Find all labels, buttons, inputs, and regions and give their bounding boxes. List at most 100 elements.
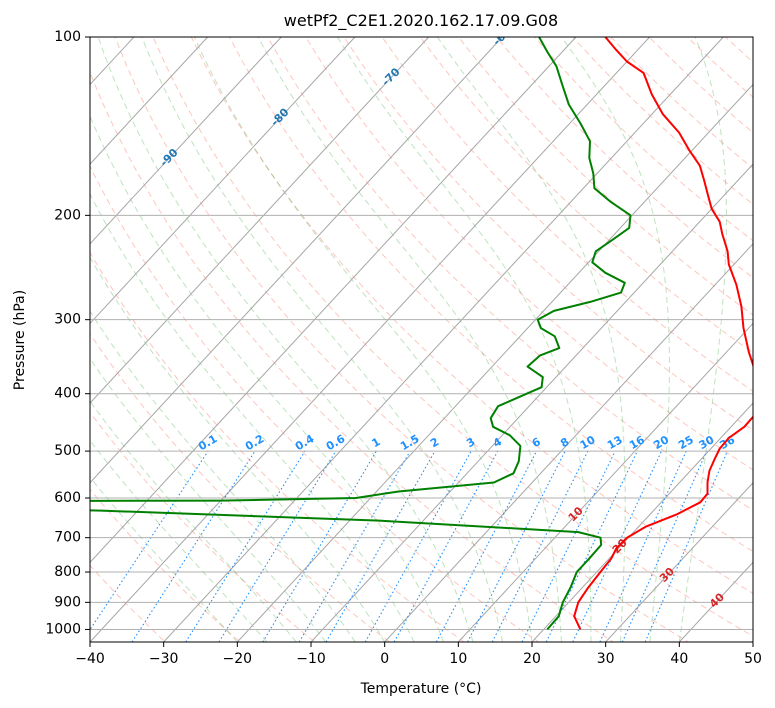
moist-adiabat-line (678, 37, 727, 642)
y-tick-label: 500 (54, 443, 81, 459)
mixing-ratio-label: 1 (370, 435, 383, 450)
dry-adiabat-line (458, 37, 753, 316)
isotherm-line (90, 37, 577, 564)
moist-adiabat-line (90, 357, 327, 642)
mixing-ratio-label: 10 (578, 433, 598, 452)
mixing-ratio-line (298, 450, 411, 642)
mixing-ratio-label: 0.2 (243, 432, 266, 453)
dry-adiabat-line (381, 37, 753, 392)
mixing-ratio-label: 2 (428, 435, 441, 450)
isotherm-line (90, 37, 282, 245)
dry-adiabat-line (534, 37, 753, 242)
mixing-ratio-line (521, 450, 616, 642)
moist-adiabat-line (90, 439, 268, 642)
mixing-ratio-line (364, 450, 472, 642)
isotherm-line (310, 163, 753, 642)
dry-adiabat-line (572, 37, 753, 205)
moist-adiabat-line (90, 256, 386, 642)
dry-adiabat-line (90, 251, 465, 642)
moist-adiabat-line (90, 400, 297, 642)
dry-adiabat-line (419, 37, 753, 354)
y-tick-label: 400 (54, 386, 81, 402)
moist-adiabat-line (90, 115, 445, 642)
dry-adiabat-line (648, 37, 753, 134)
isotherm-line (236, 83, 753, 642)
y-tick-label: 200 (54, 207, 81, 223)
y-tick-label: 800 (54, 564, 81, 580)
mixing-ratio-label: 20 (651, 433, 671, 452)
mixing-ratio-label: 0.1 (196, 432, 219, 453)
dry-adiabat-line (114, 37, 690, 642)
isotherm-line (678, 561, 753, 642)
x-axis-ticks: −40 −30 −20 −10 0 10 20 30 40 50 (75, 642, 762, 667)
moist-adiabat-line (90, 310, 356, 642)
mixing-ratio-label: 25 (676, 433, 696, 452)
isotherm-line (163, 37, 724, 642)
y-axis-ticks: 100 200 300 400 500 600 700 800 900 1000 (45, 29, 90, 637)
isotherm-line (752, 641, 753, 642)
y-tick-label: 600 (54, 490, 81, 506)
dry-adiabat-line (90, 165, 540, 642)
dry-adiabat-line (343, 37, 753, 431)
mixing-ratio-line (599, 450, 687, 642)
isotherm-line (90, 37, 208, 165)
isotherm-line (531, 402, 753, 642)
mixing-ratio-labels: 0.1 0.2 0.4 0.6 1 1.5 2 3 4 6 8 10 13 16 20 25 30 36 (196, 432, 737, 453)
chart-title: wetPf2_C2E1.2020.162.17.09.G08 (284, 11, 558, 31)
mixing-ratio-label: 13 (605, 433, 625, 452)
mixing-ratio-label: 30 (697, 433, 717, 452)
isotherm-line (457, 322, 753, 642)
isotherm-label: -60 (490, 25, 513, 48)
dry-adiabat-line (190, 37, 753, 594)
mixing-ratio-label: 0.4 (293, 432, 317, 453)
y-tick-label: 300 (54, 312, 81, 328)
x-tick-label: −10 (296, 651, 326, 667)
mixing-ratio-line (262, 450, 377, 642)
mixing-ratio-label: 16 (627, 433, 647, 452)
isotherm-label: -50 (601, 0, 624, 8)
dry-adiabat-line (267, 37, 753, 511)
isotherm-labels: -100-90-80-70-60-50-40-30-20-100 (157, 0, 624, 169)
x-tick-label: 30 (597, 651, 615, 667)
dry-adiabat-line (90, 332, 391, 642)
y-tick-label: 1000 (45, 621, 81, 637)
dry-adiabat-line (90, 70, 615, 642)
mixing-ratio-label: 1.5 (398, 432, 421, 453)
profile-series (90, 37, 753, 631)
x-tick-label: −20 (223, 651, 253, 667)
mixing-ratio-label: 6 (530, 435, 543, 450)
x-tick-label: −40 (75, 651, 105, 667)
plot-frame (89, 36, 754, 643)
mixing-ratio-line (545, 450, 638, 642)
dewpoint-line (90, 37, 632, 631)
dry-adiabat-line (152, 37, 753, 637)
x-tick-label: 20 (523, 651, 541, 667)
x-tick-label: −30 (149, 651, 179, 667)
y-tick-label: 900 (54, 594, 81, 610)
mixing-ratio-line (621, 450, 708, 642)
pressure-gridlines (90, 37, 753, 630)
y-axis-label: Pressure (hPa) (12, 290, 28, 390)
moist-adiabat-line (97, 37, 474, 642)
isotherm-line (90, 37, 356, 325)
x-tick-label: 10 (449, 651, 467, 667)
isotherm-line (90, 37, 650, 642)
moist-adiabat-line (561, 37, 670, 642)
dry-adiabat-line (305, 37, 753, 471)
mixing-ratio-line (325, 450, 436, 642)
mixing-ratio-line (644, 450, 728, 642)
mixing-ratio-line (185, 450, 306, 642)
mixing-ratio-line (491, 450, 589, 642)
isotherm-line (90, 37, 429, 404)
moist-adiabat-line (193, 37, 533, 642)
x-tick-label: 0 (380, 651, 389, 667)
mixing-ratio-line (218, 450, 337, 642)
moist-adiabat-line (436, 37, 626, 642)
isotherm-line (90, 37, 503, 484)
dry-adiabat-line (90, 564, 167, 642)
isotherm-line (0, 37, 60, 642)
y-tick-label: 100 (54, 29, 81, 45)
mixing-ratio-line (131, 450, 256, 642)
moist-adiabat-line (141, 37, 503, 642)
